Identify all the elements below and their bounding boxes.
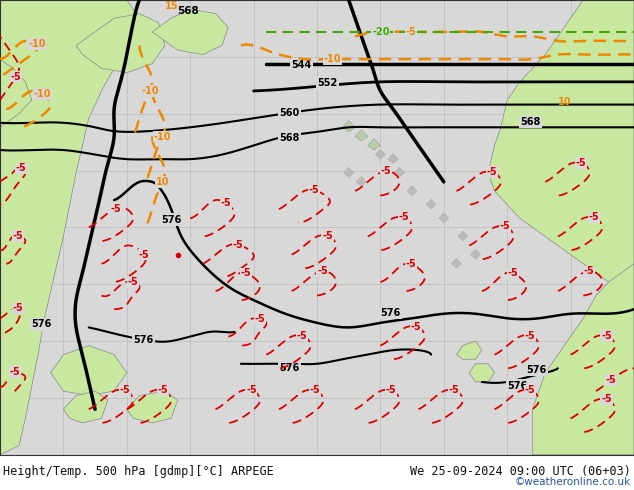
Text: 560: 560 [279, 108, 299, 118]
Text: -10: -10 [154, 132, 171, 142]
Polygon shape [368, 139, 380, 150]
Polygon shape [0, 59, 32, 127]
Text: 576: 576 [133, 335, 153, 345]
Text: 10: 10 [156, 177, 169, 187]
Text: 576: 576 [507, 381, 527, 391]
Text: -5: -5 [110, 204, 121, 214]
Text: -10: -10 [324, 54, 341, 64]
Text: -5: -5 [309, 385, 320, 395]
Text: 576: 576 [32, 319, 52, 329]
Polygon shape [458, 231, 468, 241]
Text: -5: -5 [309, 185, 320, 195]
Text: -5: -5 [221, 198, 231, 208]
Polygon shape [51, 345, 127, 395]
Text: -5: -5 [11, 72, 22, 82]
Text: -5: -5 [507, 269, 518, 278]
Polygon shape [470, 249, 481, 259]
Polygon shape [342, 121, 355, 132]
Polygon shape [488, 0, 634, 300]
Polygon shape [456, 341, 482, 359]
Text: -5: -5 [157, 385, 168, 395]
Text: -5: -5 [588, 212, 599, 222]
Text: We 25-09-2024 09:00 UTC (06+03): We 25-09-2024 09:00 UTC (06+03) [410, 465, 631, 478]
Text: -10: -10 [34, 89, 51, 99]
Text: -5: -5 [406, 27, 417, 37]
Text: 568: 568 [279, 133, 299, 143]
Text: -10: -10 [141, 86, 158, 96]
Polygon shape [76, 14, 165, 73]
Text: -10: -10 [28, 39, 46, 49]
Polygon shape [469, 364, 495, 382]
Polygon shape [439, 213, 449, 223]
Text: -5: -5 [487, 167, 498, 177]
Text: -5: -5 [317, 267, 328, 276]
Text: -20: -20 [372, 27, 389, 37]
Text: -5: -5 [233, 240, 243, 250]
Text: -5: -5 [398, 212, 409, 222]
Polygon shape [355, 129, 368, 141]
Polygon shape [0, 0, 139, 455]
Polygon shape [533, 264, 634, 455]
Text: -5: -5 [246, 385, 257, 395]
Polygon shape [344, 168, 354, 177]
Text: -5: -5 [500, 221, 510, 231]
Polygon shape [426, 199, 436, 209]
Text: ©weatheronline.co.uk: ©weatheronline.co.uk [515, 477, 631, 487]
Text: 576: 576 [279, 363, 299, 372]
Text: 568: 568 [178, 6, 199, 16]
Text: -5: -5 [12, 231, 23, 241]
Text: -5: -5 [385, 385, 396, 395]
Text: 552: 552 [317, 78, 337, 88]
Text: -5: -5 [297, 331, 307, 341]
Polygon shape [388, 154, 398, 164]
Text: 568: 568 [520, 117, 540, 127]
Text: -5: -5 [119, 385, 130, 395]
Text: Height/Temp. 500 hPa [gdmp][°C] ARPEGE: Height/Temp. 500 hPa [gdmp][°C] ARPEGE [3, 465, 274, 478]
Text: 10: 10 [558, 97, 571, 107]
Polygon shape [356, 176, 366, 186]
Text: -5: -5 [525, 331, 536, 341]
Text: -5: -5 [13, 303, 23, 314]
Text: 544: 544 [292, 60, 312, 70]
Text: -5: -5 [606, 375, 617, 385]
Text: -5: -5 [601, 331, 612, 341]
Polygon shape [63, 391, 108, 423]
Text: -5: -5 [15, 163, 26, 173]
Polygon shape [407, 186, 417, 196]
Polygon shape [375, 149, 385, 159]
Text: -5: -5 [380, 167, 391, 176]
Polygon shape [127, 391, 178, 423]
Text: 576: 576 [162, 215, 182, 225]
Text: -5: -5 [525, 385, 536, 395]
Text: 576: 576 [526, 365, 547, 375]
Text: 576: 576 [380, 308, 401, 318]
Text: -5: -5 [583, 267, 594, 276]
Polygon shape [152, 9, 228, 54]
Text: -5: -5 [128, 277, 139, 287]
Text: -5: -5 [322, 231, 333, 241]
Text: -5: -5 [10, 367, 20, 377]
Text: 15: 15 [165, 1, 178, 11]
Text: -5: -5 [601, 394, 612, 404]
Text: -5: -5 [411, 321, 422, 332]
Polygon shape [394, 168, 404, 177]
Text: -5: -5 [139, 250, 150, 260]
Text: -5: -5 [241, 269, 252, 278]
Text: -5: -5 [255, 314, 266, 324]
Text: -5: -5 [576, 158, 586, 168]
Text: -5: -5 [406, 259, 417, 269]
Polygon shape [451, 258, 462, 269]
Text: -5: -5 [449, 385, 460, 395]
